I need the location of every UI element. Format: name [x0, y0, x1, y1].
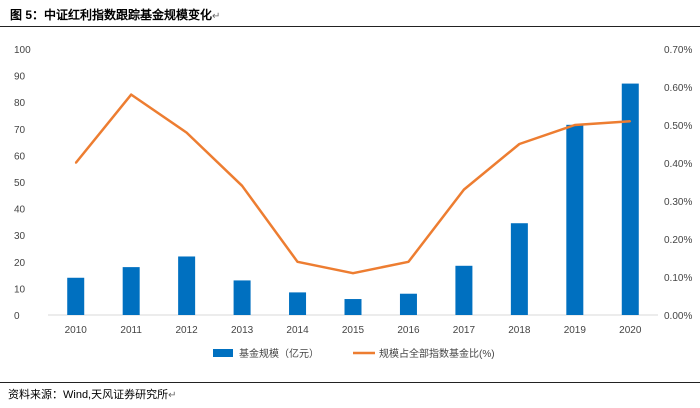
bar [178, 256, 196, 315]
line-series [74, 93, 632, 275]
right-tick-label: 0.20% [664, 235, 692, 246]
right-axis-ticks: 0.00% 0.10% 0.20% 0.30% 0.40% 0.50% 0.60% 0.70% [664, 45, 692, 322]
x-tick-label: 2014 [286, 325, 309, 336]
line-point [352, 272, 354, 275]
bar [566, 124, 584, 315]
left-tick-label: 80 [14, 98, 26, 109]
bar [67, 277, 85, 315]
bar [621, 83, 639, 315]
line-point [629, 120, 632, 122]
left-tick-label: 70 [14, 125, 26, 136]
line-point [518, 143, 521, 145]
left-tick-label: 90 [14, 72, 26, 83]
line-point [74, 162, 77, 164]
x-tick-label: 2019 [564, 325, 587, 336]
bar-series [67, 83, 639, 315]
x-tick-label: 2017 [453, 325, 476, 336]
line-point [130, 93, 132, 96]
figure-title: 图 5：中证红利指数跟踪基金规模变化↵ [10, 8, 221, 22]
x-tick-label: 2013 [231, 325, 254, 336]
right-tick-label: 0.30% [664, 197, 692, 208]
left-tick-label: 0 [14, 311, 20, 322]
right-tick-label: 0.10% [664, 273, 692, 284]
x-tick-label: 2018 [508, 325, 531, 336]
left-tick-label: 20 [14, 258, 26, 269]
bar [510, 223, 528, 315]
line-point [463, 188, 465, 191]
line-point [185, 131, 188, 134]
top-rule [0, 26, 700, 27]
left-tick-label: 10 [14, 284, 26, 295]
legend-swatch-bar [213, 349, 233, 357]
right-tick-label: 0.60% [664, 83, 692, 94]
legend-label-bar: 基金规模（亿元） [239, 347, 319, 360]
source-note: 资料来源：Wind,天风证券研究所↵ [8, 389, 177, 401]
left-tick-label: 40 [14, 205, 26, 216]
x-tick-label: 2020 [619, 325, 642, 336]
bar [289, 292, 307, 315]
left-axis-ticks: 0 10 20 30 40 50 60 70 80 90 100 [14, 45, 31, 322]
left-tick-label: 50 [14, 178, 26, 189]
left-tick-label: 60 [14, 151, 26, 162]
line-point [407, 261, 410, 263]
bar [344, 299, 362, 315]
right-tick-label: 0.00% [664, 311, 692, 322]
x-tick-label: 2011 [120, 325, 142, 336]
legend: 基金规模（亿元） 规模占全部指数基金比(%) [213, 347, 495, 360]
line-point [296, 261, 299, 263]
right-tick-label: 0.70% [664, 45, 692, 56]
x-axis-ticks: 2010 2011 2012 2013 2014 2015 2016 2017 2018 2019… [65, 325, 642, 336]
bar [399, 293, 417, 315]
left-tick-label: 30 [14, 231, 26, 242]
bottom-rule [0, 382, 700, 383]
x-tick-label: 2012 [176, 325, 199, 336]
return-mark: ↵ [168, 390, 177, 401]
x-tick-label: 2015 [342, 325, 365, 336]
x-tick-label: 2010 [65, 325, 88, 336]
series-line [74, 93, 631, 275]
bar [233, 280, 251, 315]
line-point [574, 124, 576, 126]
legend-label-line: 规模占全部指数基金比(%) [379, 347, 495, 360]
left-tick-label: 100 [14, 45, 31, 56]
line-point [241, 185, 243, 187]
x-tick-label: 2016 [397, 325, 420, 336]
right-tick-label: 0.40% [664, 159, 692, 170]
return-mark: ↵ [212, 11, 221, 22]
right-tick-label: 0.50% [664, 121, 692, 132]
bar [122, 267, 140, 315]
bar [455, 265, 473, 315]
